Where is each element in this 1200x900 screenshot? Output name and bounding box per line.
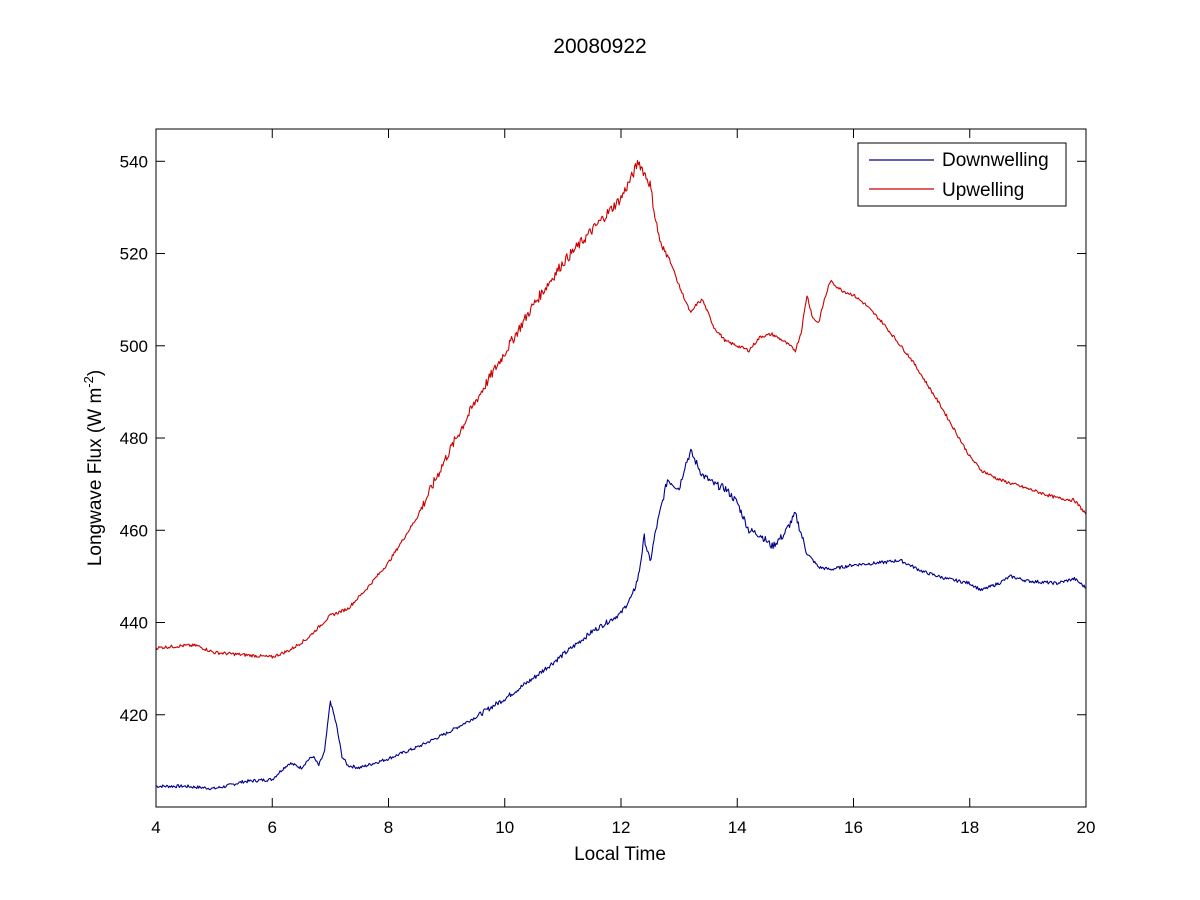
y-axis-title-sup: -2 [81,376,96,388]
axis-ticks: 4 6 8 10 12 14 16 18 20 420 440 460 480 500 520 540 [120,128,1096,837]
y-tick-label: 440 [120,614,148,633]
series-line-downwelling [155,448,1087,791]
y-tick-label: 480 [120,429,148,448]
legend-box [857,142,1067,207]
x-tick-label: 20 [1077,818,1096,837]
legend-label-upwelling: Upwelling [942,180,1024,201]
x-tick-label: 12 [612,818,631,837]
y-tick-label: 420 [120,706,148,725]
x-tick-label: 6 [268,818,277,837]
y-tick-label: 540 [120,152,148,171]
y-axis-title: Longwave Flux (W m-2) [81,370,106,566]
x-tick-label: 4 [151,818,160,837]
y-axis-title-end: ) [85,370,106,376]
legend: Downwelling Upwelling [857,142,1067,207]
x-tick-label: 14 [728,818,747,837]
series-line-upwelling [155,160,1087,659]
plot-area [155,160,1087,791]
chart-title: 20080922 [553,35,646,58]
x-axis-title: Local Time [574,844,666,865]
x-tick-label: 16 [844,818,863,837]
y-tick-label: 460 [120,521,148,540]
x-tick-label: 8 [384,818,393,837]
x-tick-label: 10 [495,818,514,837]
y-tick-label: 520 [120,245,148,264]
y-axis-title-main: Longwave Flux (W m [85,388,106,566]
y-tick-label: 500 [120,337,148,356]
legend-label-downwelling: Downwelling [942,150,1049,171]
x-tick-label: 18 [960,818,979,837]
